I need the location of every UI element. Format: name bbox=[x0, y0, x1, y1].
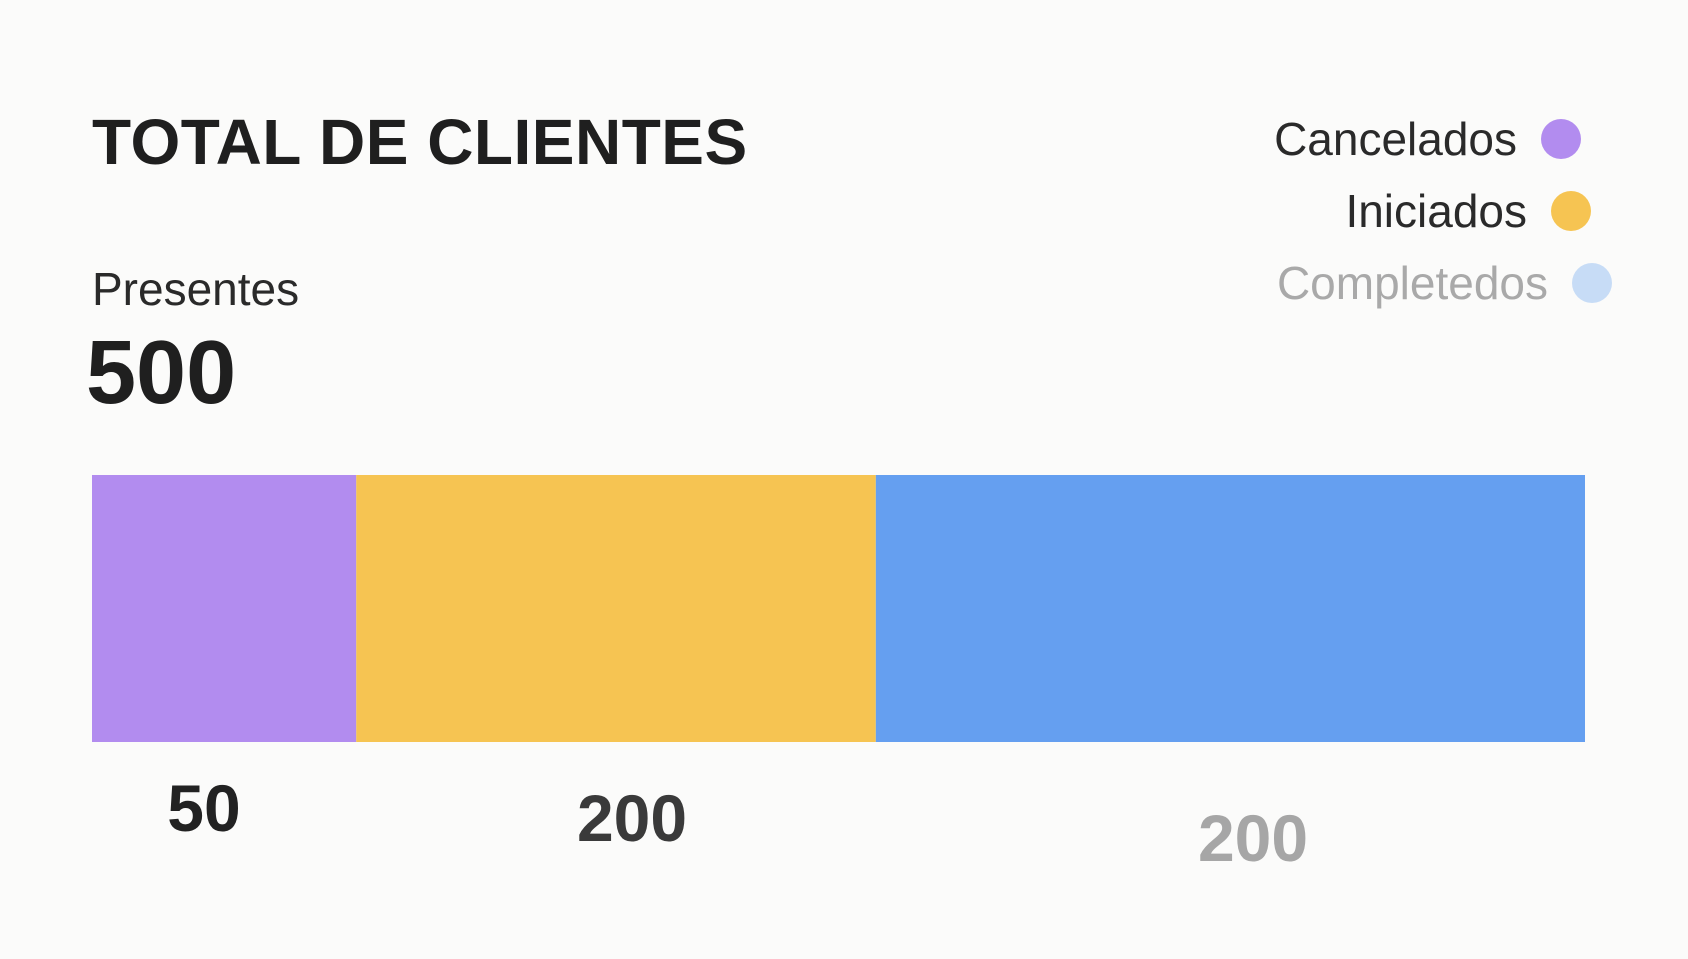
legend-label: Cancelados bbox=[1274, 113, 1517, 165]
chart-title: TOTAL DE CLIENTES bbox=[92, 106, 748, 178]
legend-dot-icon bbox=[1541, 119, 1581, 159]
legend-label: Completedos bbox=[1276, 257, 1548, 309]
legend-item-completedos: Completedos bbox=[1277, 256, 1612, 310]
legend-label: Iniciados bbox=[1345, 185, 1527, 237]
bar-segment-completedos bbox=[875, 475, 1585, 742]
total-value: 500 bbox=[86, 323, 237, 423]
legend-item-iniciados: Iniciados bbox=[1345, 184, 1591, 238]
bar-segment-iniciados bbox=[356, 475, 876, 742]
bar-segment-cancelados bbox=[92, 475, 357, 742]
legend-item-cancelados: Cancelados bbox=[1274, 112, 1581, 166]
value-label-iniciados: 200 bbox=[576, 781, 688, 855]
chart-subtitle: Presentes bbox=[92, 263, 300, 315]
legend-dot-icon bbox=[1572, 263, 1612, 303]
value-label-cancelados: 50 bbox=[167, 771, 241, 845]
value-label-completedos: 200 bbox=[1197, 801, 1309, 875]
legend-dot-icon bbox=[1551, 191, 1591, 231]
